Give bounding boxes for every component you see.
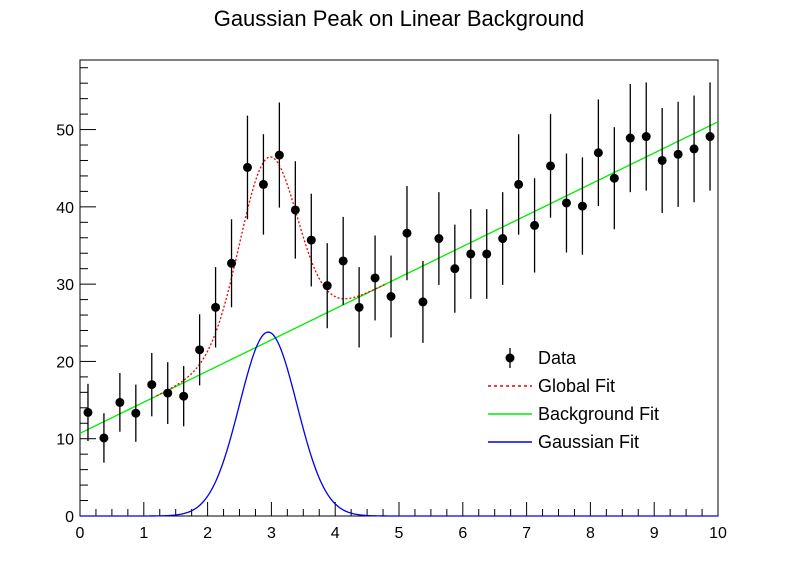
data-point	[402, 228, 412, 238]
data-point	[530, 220, 540, 230]
data-point	[386, 292, 396, 302]
x-tick-label: 9	[650, 525, 659, 542]
data-point	[83, 407, 93, 417]
chart-title: Gaussian Peak on Linear Background	[214, 6, 585, 31]
data-point	[514, 179, 524, 189]
data-point	[179, 391, 189, 401]
y-tick-label: 30	[56, 277, 74, 294]
x-axis: 0 1 2 3 4 5 6 7 8 9 10	[76, 502, 727, 542]
x-tick-label: 1	[139, 525, 148, 542]
x-tick-label: 2	[203, 525, 212, 542]
gaussian-fit-curve	[80, 331, 718, 517]
y-tick-label: 50	[56, 123, 74, 140]
y-tick-label: 0	[65, 509, 74, 526]
data-point	[242, 162, 252, 172]
data-point	[227, 258, 237, 268]
data-point	[115, 397, 125, 407]
data-point	[689, 144, 699, 154]
data-point	[450, 264, 460, 274]
fit-curves	[79, 121, 719, 517]
x-tick-label: 4	[331, 525, 340, 542]
data-point	[211, 302, 221, 312]
data-point	[609, 173, 619, 183]
x-tick-label: 0	[76, 525, 85, 542]
x-tick-label: 8	[586, 525, 595, 542]
y-axis: 0 10 20 30 40 50	[56, 67, 96, 526]
data-point	[593, 148, 603, 158]
data-point	[577, 201, 587, 211]
data-point	[131, 408, 141, 418]
legend-label: Global Fit	[538, 376, 615, 396]
background-fit-line	[79, 121, 719, 434]
data-point	[466, 249, 476, 259]
data-point	[290, 205, 300, 215]
y-tick-label: 40	[56, 200, 74, 217]
data-point	[258, 179, 268, 189]
data-point	[147, 380, 157, 390]
x-tick-label: 3	[267, 525, 276, 542]
data-points	[83, 82, 715, 463]
data-point	[498, 234, 508, 244]
legend-label: Data	[538, 348, 577, 368]
data-point	[370, 273, 380, 283]
data-point	[195, 345, 205, 355]
data-point	[322, 281, 332, 291]
data-point	[354, 302, 364, 312]
data-point	[625, 133, 635, 143]
y-tick-label: 10	[56, 432, 74, 449]
legend-label: Background Fit	[538, 404, 659, 424]
data-point	[418, 297, 428, 307]
legend-label: Gaussian Fit	[538, 432, 639, 452]
data-point	[274, 150, 284, 160]
x-tick-label: 5	[395, 525, 404, 542]
data-point	[482, 249, 492, 259]
global-fit-curve	[156, 156, 387, 397]
data-point	[434, 234, 444, 244]
legend: Data Global Fit Background Fit Gaussian Fit	[488, 348, 659, 452]
data-point	[657, 155, 667, 165]
y-tick-label: 20	[56, 354, 74, 371]
x-tick-label: 6	[458, 525, 467, 542]
data-point	[705, 132, 715, 142]
data-point	[306, 235, 316, 245]
data-point	[561, 198, 571, 208]
data-point	[99, 433, 109, 443]
data-point	[338, 256, 348, 266]
data-point	[641, 132, 651, 142]
x-tick-label: 7	[522, 525, 531, 542]
legend-data-marker	[505, 353, 515, 363]
data-point	[546, 161, 556, 171]
data-point	[163, 388, 173, 398]
data-point	[673, 149, 683, 159]
x-tick-label: 10	[709, 525, 727, 542]
